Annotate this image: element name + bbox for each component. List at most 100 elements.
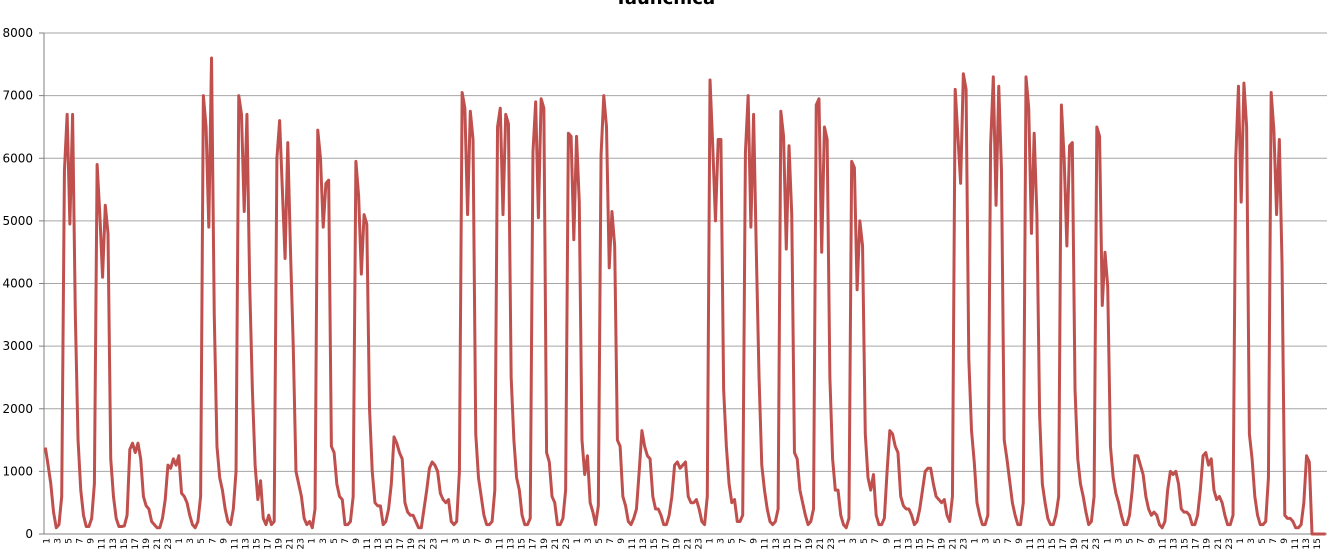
x-tick-label: 23 bbox=[694, 538, 704, 549]
x-tick-label: 11 bbox=[363, 538, 373, 549]
x-tick-label: 13 bbox=[1037, 538, 1047, 549]
x-tick-label: 5 bbox=[197, 538, 207, 544]
x-tick-label: 1 bbox=[838, 538, 848, 544]
x-tick-label: 1 bbox=[573, 538, 583, 544]
x-tick-label: 13 bbox=[1302, 538, 1312, 549]
x-tick-label: 1 bbox=[971, 538, 981, 544]
x-tick-label: 9 bbox=[617, 538, 627, 544]
x-tick-label: 13 bbox=[1170, 538, 1180, 549]
x-tick-label: 11 bbox=[98, 538, 108, 549]
x-tick-label: 17 bbox=[529, 538, 539, 549]
x-tick-label: 15 bbox=[915, 538, 925, 549]
x-tick-label: 15 bbox=[783, 538, 793, 549]
x-tick-label: 23 bbox=[827, 538, 837, 549]
x-tick-label: 19 bbox=[540, 538, 550, 550]
x-tick-label: 23 bbox=[1092, 538, 1102, 549]
y-tick-label: 2000 bbox=[2, 402, 33, 416]
x-tick-label: 7 bbox=[1269, 538, 1279, 544]
x-tick-label: 5 bbox=[993, 538, 1003, 544]
chart-title: Taunchica bbox=[0, 0, 1330, 9]
x-tick-label: 5 bbox=[330, 538, 340, 544]
x-tick-label: 9 bbox=[882, 538, 892, 544]
series-group bbox=[43, 56, 1326, 536]
x-tick-label: 21 bbox=[286, 538, 296, 549]
y-axis-ticks: 0 1000 2000 3000 4000 5000 6000 7000 8000 bbox=[2, 26, 44, 541]
x-tick-label: 13 bbox=[109, 538, 119, 549]
x-tick-label: 17 bbox=[927, 538, 937, 549]
x-tick-label: 15 bbox=[120, 538, 130, 549]
x-tick-label: 7 bbox=[1136, 538, 1146, 544]
x-tick-label: 21 bbox=[1214, 538, 1224, 549]
x-tick-label: 17 bbox=[131, 538, 141, 549]
x-tick-label: 13 bbox=[507, 538, 517, 549]
x-tick-label: 3 bbox=[584, 538, 594, 544]
x-tick-label: 11 bbox=[230, 538, 240, 549]
x-tick-label: 17 bbox=[264, 538, 274, 549]
x-tick-label: 13 bbox=[374, 538, 384, 549]
x-tick-label: 9 bbox=[219, 538, 229, 544]
x-tick-label: 1 bbox=[1236, 538, 1246, 544]
x-tick-label: 1 bbox=[706, 538, 716, 544]
x-tick-label: 23 bbox=[960, 538, 970, 549]
x-tick-label: 23 bbox=[562, 538, 572, 549]
x-tick-label: 3 bbox=[319, 538, 329, 544]
x-tick-label: 7 bbox=[1004, 538, 1014, 544]
x-tick-label: 5 bbox=[65, 538, 75, 544]
x-tick-label: 17 bbox=[794, 538, 804, 549]
x-tick-label: 21 bbox=[949, 538, 959, 549]
x-tick-label: 13 bbox=[904, 538, 914, 549]
x-axis-ticks: 1 3 5 7 9 11 13 15 17 19 21 23 1 3 5 7 9 11 13 15 17 19 21 23 1 3… bbox=[43, 538, 1324, 550]
x-tick-label: 21 bbox=[418, 538, 428, 549]
x-tick-label: 9 bbox=[87, 538, 97, 544]
y-tick-label: 6000 bbox=[2, 151, 33, 165]
x-tick-label: 1 bbox=[440, 538, 450, 544]
x-tick-label: 9 bbox=[352, 538, 362, 544]
x-tick-label: 1 bbox=[175, 538, 185, 544]
x-tick-label: 21 bbox=[1081, 538, 1091, 549]
x-tick-label: 19 bbox=[407, 538, 417, 550]
x-tick-label: 3 bbox=[849, 538, 859, 544]
x-tick-label: 15 bbox=[650, 538, 660, 549]
x-tick-label: 19 bbox=[938, 538, 948, 550]
x-tick-label: 7 bbox=[76, 538, 86, 544]
x-tick-label: 15 bbox=[1181, 538, 1191, 549]
x-tick-label: 19 bbox=[1070, 538, 1080, 550]
y-tick-label: 7000 bbox=[2, 89, 33, 103]
x-tick-label: 23 bbox=[429, 538, 439, 549]
x-tick-label: 3 bbox=[186, 538, 196, 544]
x-tick-label: 3 bbox=[451, 538, 461, 544]
x-tick-label: 9 bbox=[485, 538, 495, 544]
x-tick-label: 9 bbox=[1148, 538, 1158, 544]
y-tick-label: 1000 bbox=[2, 464, 33, 478]
x-tick-label: 19 bbox=[142, 538, 152, 550]
x-tick-label: 3 bbox=[717, 538, 727, 544]
x-tick-label: 3 bbox=[1114, 538, 1124, 544]
x-tick-label: 19 bbox=[1203, 538, 1213, 550]
x-tick-label: 5 bbox=[1258, 538, 1268, 544]
x-tick-label: 11 bbox=[893, 538, 903, 549]
x-tick-label: 17 bbox=[1059, 538, 1069, 549]
x-tick-label: 1 bbox=[1103, 538, 1113, 544]
x-tick-label: 17 bbox=[1192, 538, 1202, 549]
x-tick-label: 9 bbox=[1280, 538, 1290, 544]
x-tick-label: 23 bbox=[297, 538, 307, 549]
x-tick-label: 21 bbox=[683, 538, 693, 549]
x-tick-label: 19 bbox=[805, 538, 815, 550]
x-tick-label: 9 bbox=[750, 538, 760, 544]
x-tick-label: 11 bbox=[1159, 538, 1169, 549]
x-tick-label: 11 bbox=[1291, 538, 1301, 549]
x-tick-label: 13 bbox=[241, 538, 251, 549]
x-tick-label: 9 bbox=[1015, 538, 1025, 544]
x-tick-label: 5 bbox=[860, 538, 870, 544]
y-tick-label: 8000 bbox=[2, 26, 33, 40]
x-tick-label: 3 bbox=[54, 538, 64, 544]
y-tick-label: 3000 bbox=[2, 339, 33, 353]
x-tick-label: 13 bbox=[639, 538, 649, 549]
x-tick-label: 15 bbox=[1313, 538, 1323, 549]
series-line bbox=[43, 56, 1326, 536]
x-tick-label: 15 bbox=[385, 538, 395, 549]
x-tick-label: 23 bbox=[1225, 538, 1235, 549]
x-tick-label: 11 bbox=[761, 538, 771, 549]
x-tick-label: 21 bbox=[816, 538, 826, 549]
